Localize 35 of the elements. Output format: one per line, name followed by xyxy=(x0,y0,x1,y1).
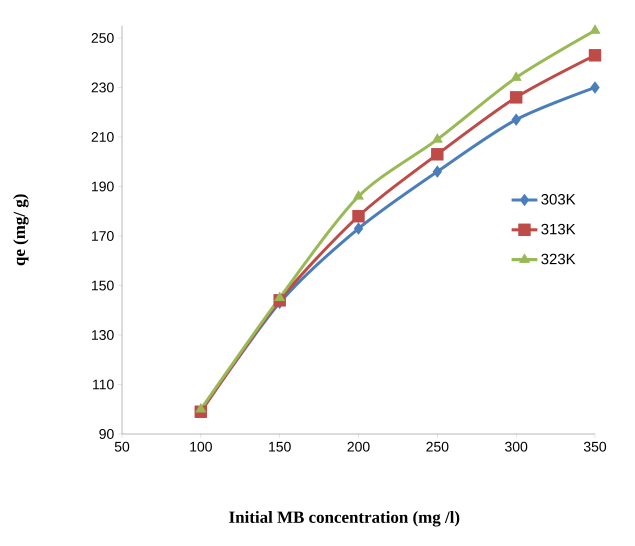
point xyxy=(510,71,522,81)
y-tick-label: 190 xyxy=(92,182,114,192)
point xyxy=(195,403,206,412)
x-axis-title: Initial MB concentration (mg /l) xyxy=(229,511,460,527)
legend-label: 303K xyxy=(541,194,576,205)
point xyxy=(511,113,521,126)
x-tick-label: 350 xyxy=(584,442,606,452)
y-tick-label: 110 xyxy=(93,380,114,390)
point xyxy=(353,190,364,200)
point xyxy=(510,91,522,104)
x-tick-label: 100 xyxy=(190,442,212,452)
point xyxy=(588,49,602,62)
y-tick-label: 90 xyxy=(99,429,114,439)
point xyxy=(352,210,365,222)
y-tick-label: 210 xyxy=(92,132,114,142)
legend-label: 323K xyxy=(541,254,576,264)
point xyxy=(432,133,443,143)
point xyxy=(590,81,600,94)
point xyxy=(590,24,600,34)
legend-label: 313K xyxy=(541,224,576,234)
x-tick-label: 50 xyxy=(114,442,130,452)
x-tick-label: 250 xyxy=(426,442,448,452)
point xyxy=(431,148,444,161)
y-tick-label: 250 xyxy=(92,33,114,43)
y-axis-title: qe (mg/ g) xyxy=(13,194,29,266)
point xyxy=(274,292,286,302)
point xyxy=(432,165,442,178)
x-tick-label: 150 xyxy=(269,442,291,452)
x-tick-label: 300 xyxy=(505,442,528,452)
y-tick-label: 230 xyxy=(92,82,114,92)
y-tick-label: 150 xyxy=(92,280,114,290)
x-tick-label: 200 xyxy=(348,442,370,452)
y-tick-label: 170 xyxy=(92,231,114,241)
y-tick-label: 130 xyxy=(92,330,114,340)
point xyxy=(354,222,364,235)
